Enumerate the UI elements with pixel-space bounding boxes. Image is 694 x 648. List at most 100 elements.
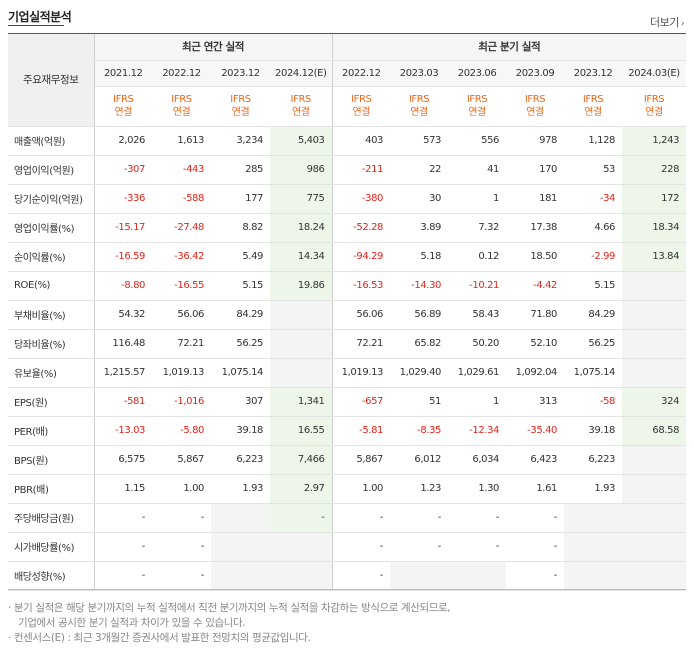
standard-ifrs: IFRS [643,94,665,105]
cell-value: 51 [390,386,449,417]
period-header: 2024.03(E) [622,60,687,87]
accounting-standard: IFRS 연결 [94,86,152,127]
cell-value: 5,867 [152,445,211,475]
accounting-standard: IFRS 연결 [506,86,565,127]
cell-value: 6,223 [564,445,623,475]
table-bottom-border [8,589,686,590]
cell-value: 0.12 [448,242,507,272]
table-row: 순이익률(%) -16.59 -36.42 5.49 14.34 -94.29 5.18 0.… [8,242,687,272]
cell-value: 1,029.40 [390,358,449,388]
standard-ifrs: IFRS [582,94,604,105]
standard-ifrs: IFRS [408,94,430,105]
cell-value: 6,575 [94,445,152,475]
cell-value: -36.42 [152,242,211,272]
cell-value: 1.61 [506,474,565,504]
cell-value: 52.10 [506,329,565,359]
cell-value: 5.18 [390,242,449,272]
cell-value: 6,012 [390,445,449,475]
cell-value: -1,016 [152,386,211,417]
cell-value: - [94,502,152,533]
cell-value: -336 [94,184,152,214]
accounting-standard: IFRS 연결 [390,86,449,127]
cell-value: 1.30 [448,474,507,504]
cell-value: 1,029.61 [448,358,507,388]
cell-value: 3,234 [211,126,270,156]
cell-value: -12.34 [448,416,507,446]
cell-value [622,300,687,330]
cell-value: 1,243 [622,126,687,156]
period-header: 2023.09 [506,60,565,87]
cell-value [622,474,687,504]
cell-value [211,561,270,591]
cell-value [270,561,333,591]
cell-value [622,271,687,301]
cell-value [622,502,687,533]
cell-value: 1,341 [270,386,333,417]
row-label: 당좌비율(%) [8,329,95,359]
cell-value: - [506,561,565,591]
cell-value: 775 [270,184,333,214]
cell-value: -8.35 [390,416,449,446]
quarter-group-header: 최근 분기 실적 [332,34,687,61]
title-underline [8,25,64,26]
cell-value: -588 [152,184,211,214]
row-label: 시가배당률(%) [8,532,95,562]
cell-value: -16.55 [152,271,211,301]
row-label: 유보율(%) [8,358,95,388]
footnotes: · 분기 실적은 해당 분기까지의 누적 실적에서 직전 분기까지의 누적 실적… [8,601,451,646]
cell-value: 181 [506,184,565,214]
cell-value [564,502,623,533]
accounting-standard: IFRS 연결 [622,86,687,127]
row-label: 부채비율(%) [8,300,95,330]
cell-value: 1,128 [564,126,623,156]
more-link[interactable]: 더보기 › [650,14,685,30]
cell-value: - [94,561,152,591]
accounting-standard: IFRS 연결 [152,86,211,127]
cell-value: 30 [390,184,449,214]
cell-value: -52.28 [332,212,391,243]
cell-value: -16.53 [332,271,391,301]
note-2: · 컨센서스(E) : 최근 3개월간 증권사에서 발표한 전망치의 평균값입니… [8,632,311,644]
cell-value: - [152,561,211,591]
cell-value: 1,075.14 [564,358,623,388]
table-row: PBR(배) 1.15 1.00 1.93 2.97 1.00 1.23 1.30 1.61 1.… [8,474,687,504]
table-row: 유보율(%) 1,215.57 1,019.13 1,075.14 1,019.13 1,… [8,358,687,388]
section-title: 기업실적분석 [8,10,72,24]
cell-value: 1.15 [94,474,152,504]
cell-value: 56.06 [152,300,211,330]
cell-value: -5.80 [152,416,211,446]
cell-value: - [152,532,211,562]
cell-value: 22 [390,155,449,185]
cell-value: - [332,502,391,533]
standard-consolidated: 연결 [468,107,486,118]
cell-value: -657 [332,386,391,417]
cell-value [270,329,333,359]
cell-value: 177 [211,184,270,214]
row-label: 영업이익률(%) [8,212,95,243]
cell-value: -35.40 [506,416,565,446]
cell-value [564,532,623,562]
cell-value: 573 [390,126,449,156]
cell-value: 18.34 [622,212,687,243]
standard-consolidated: 연결 [172,107,191,118]
row-label: PER(배) [8,416,95,446]
cell-value: 18.24 [270,212,333,243]
standard-ifrs: IFRS [230,94,251,105]
cell-value: 1,019.13 [152,358,211,388]
accounting-standard: IFRS 연결 [211,86,270,127]
cell-value: - [94,532,152,562]
cell-value: 5,403 [270,126,333,156]
cell-value: 5.15 [211,271,270,301]
table-row: 배당성향(%) - - - - [8,561,687,591]
chevron-right-icon: › [680,19,685,29]
table-row: 부채비율(%) 54.32 56.06 84.29 56.06 56.89 58.43 71.… [8,300,687,330]
row-label: 순이익률(%) [8,242,95,272]
cell-value: 6,034 [448,445,507,475]
cell-value: 1.00 [152,474,211,504]
cell-value: 8.82 [211,212,270,243]
table-row: 시가배당률(%) - - - - - - [8,532,687,562]
cell-value: 3.89 [390,212,449,243]
annual-group-header: 최근 연간 실적 [94,34,333,61]
cell-value [270,300,333,330]
cell-value: -10.21 [448,271,507,301]
